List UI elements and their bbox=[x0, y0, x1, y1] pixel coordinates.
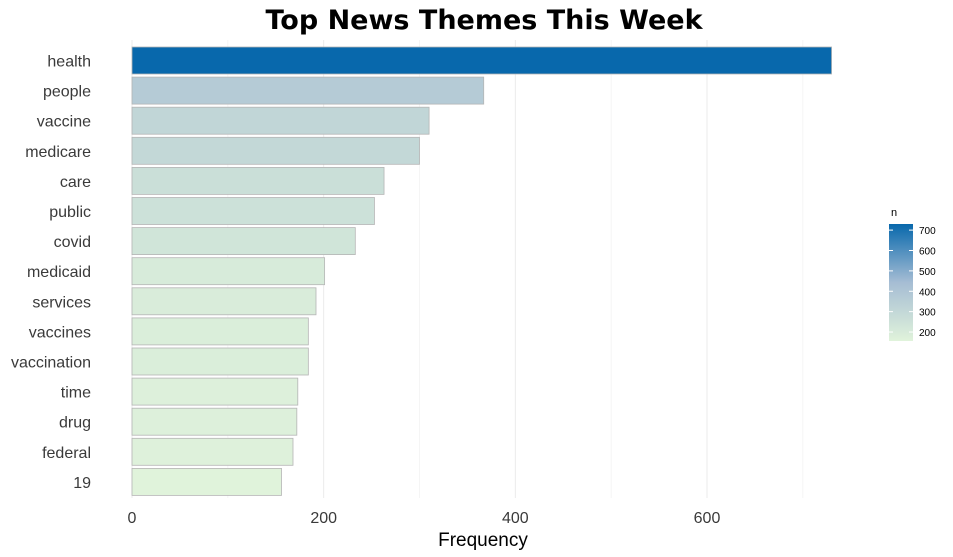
bar-time bbox=[131, 377, 299, 406]
legend-tick-label: 600 bbox=[919, 246, 936, 257]
bar-covid bbox=[131, 227, 356, 256]
y-tick-labels: health people vaccine medicare care public cov… bbox=[11, 54, 91, 492]
chart-title: Top News Themes This Week bbox=[265, 5, 703, 36]
y-tick-label: health bbox=[47, 54, 91, 71]
x-tick-label: 0 bbox=[128, 510, 137, 527]
legend-tick-label: 700 bbox=[919, 226, 936, 237]
y-tick-label: time bbox=[61, 385, 91, 402]
y-tick-label: covid bbox=[54, 234, 91, 251]
x-tick-label: 200 bbox=[310, 510, 337, 527]
legend-colorbar bbox=[889, 224, 913, 341]
bar-health bbox=[131, 46, 832, 75]
bar-medicaid bbox=[131, 257, 326, 286]
y-tick-label: care bbox=[60, 174, 91, 191]
y-tick-label: public bbox=[49, 204, 91, 221]
x-tick-label: 600 bbox=[694, 510, 721, 527]
y-tick-label: vaccine bbox=[37, 114, 91, 131]
legend-tick-label: 400 bbox=[919, 287, 936, 298]
bar-vaccines bbox=[131, 317, 309, 346]
legend-ticks: 200 300 400 500 600 700 bbox=[889, 226, 936, 339]
y-tick-label: services bbox=[32, 294, 91, 311]
y-tick-label: federal bbox=[42, 445, 91, 462]
bar-medicare bbox=[131, 136, 420, 165]
legend-tick-label: 300 bbox=[919, 308, 936, 319]
y-tick-label: people bbox=[43, 84, 91, 101]
color-legend: n 200 300 400 500 600 700 bbox=[889, 207, 936, 341]
bar-public bbox=[131, 197, 375, 225]
legend-tick-label: 500 bbox=[919, 267, 936, 278]
y-tick-label: 19 bbox=[73, 475, 91, 492]
bar-19 bbox=[131, 467, 282, 496]
bar-care bbox=[131, 166, 385, 195]
bar-vaccine bbox=[131, 106, 430, 135]
bar-drug bbox=[131, 407, 298, 436]
bar-vaccination bbox=[131, 347, 309, 376]
legend-title: n bbox=[891, 207, 897, 219]
x-tick-label: 400 bbox=[502, 510, 529, 527]
y-tick-label: drug bbox=[59, 415, 91, 432]
bar-federal bbox=[131, 437, 294, 466]
y-tick-label: medicare bbox=[25, 144, 91, 161]
bar-people bbox=[131, 76, 485, 105]
x-axis-label: Frequency bbox=[438, 530, 528, 551]
x-tick-labels: 0 200 400 600 bbox=[128, 510, 721, 527]
y-tick-label: vaccination bbox=[11, 355, 91, 372]
y-tick-label: medicaid bbox=[27, 264, 91, 281]
y-tick-label: vaccines bbox=[29, 324, 91, 341]
bar-services bbox=[131, 287, 317, 316]
bars bbox=[131, 46, 832, 496]
legend-tick-label: 200 bbox=[919, 328, 936, 339]
